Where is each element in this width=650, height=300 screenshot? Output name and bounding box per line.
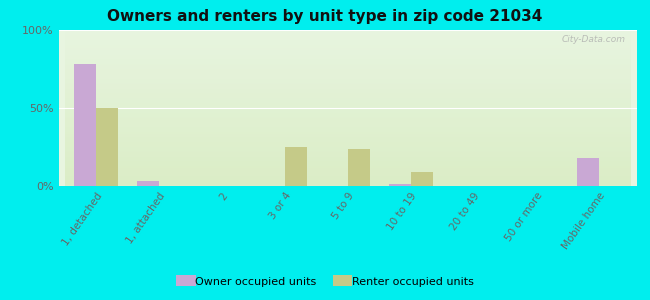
Bar bbox=[137, 181, 159, 186]
Text: Owners and renters by unit type in zip code 21034: Owners and renters by unit type in zip c… bbox=[107, 9, 543, 24]
Bar bbox=[285, 147, 307, 186]
Bar bbox=[411, 172, 433, 186]
Text: City-Data.com: City-Data.com bbox=[562, 35, 625, 44]
Bar bbox=[389, 184, 411, 186]
Bar bbox=[74, 64, 96, 186]
Bar bbox=[348, 148, 370, 186]
Legend: Owner occupied units, Renter occupied units: Owner occupied units, Renter occupied un… bbox=[172, 272, 478, 291]
Bar bbox=[96, 108, 118, 186]
Bar bbox=[577, 158, 599, 186]
